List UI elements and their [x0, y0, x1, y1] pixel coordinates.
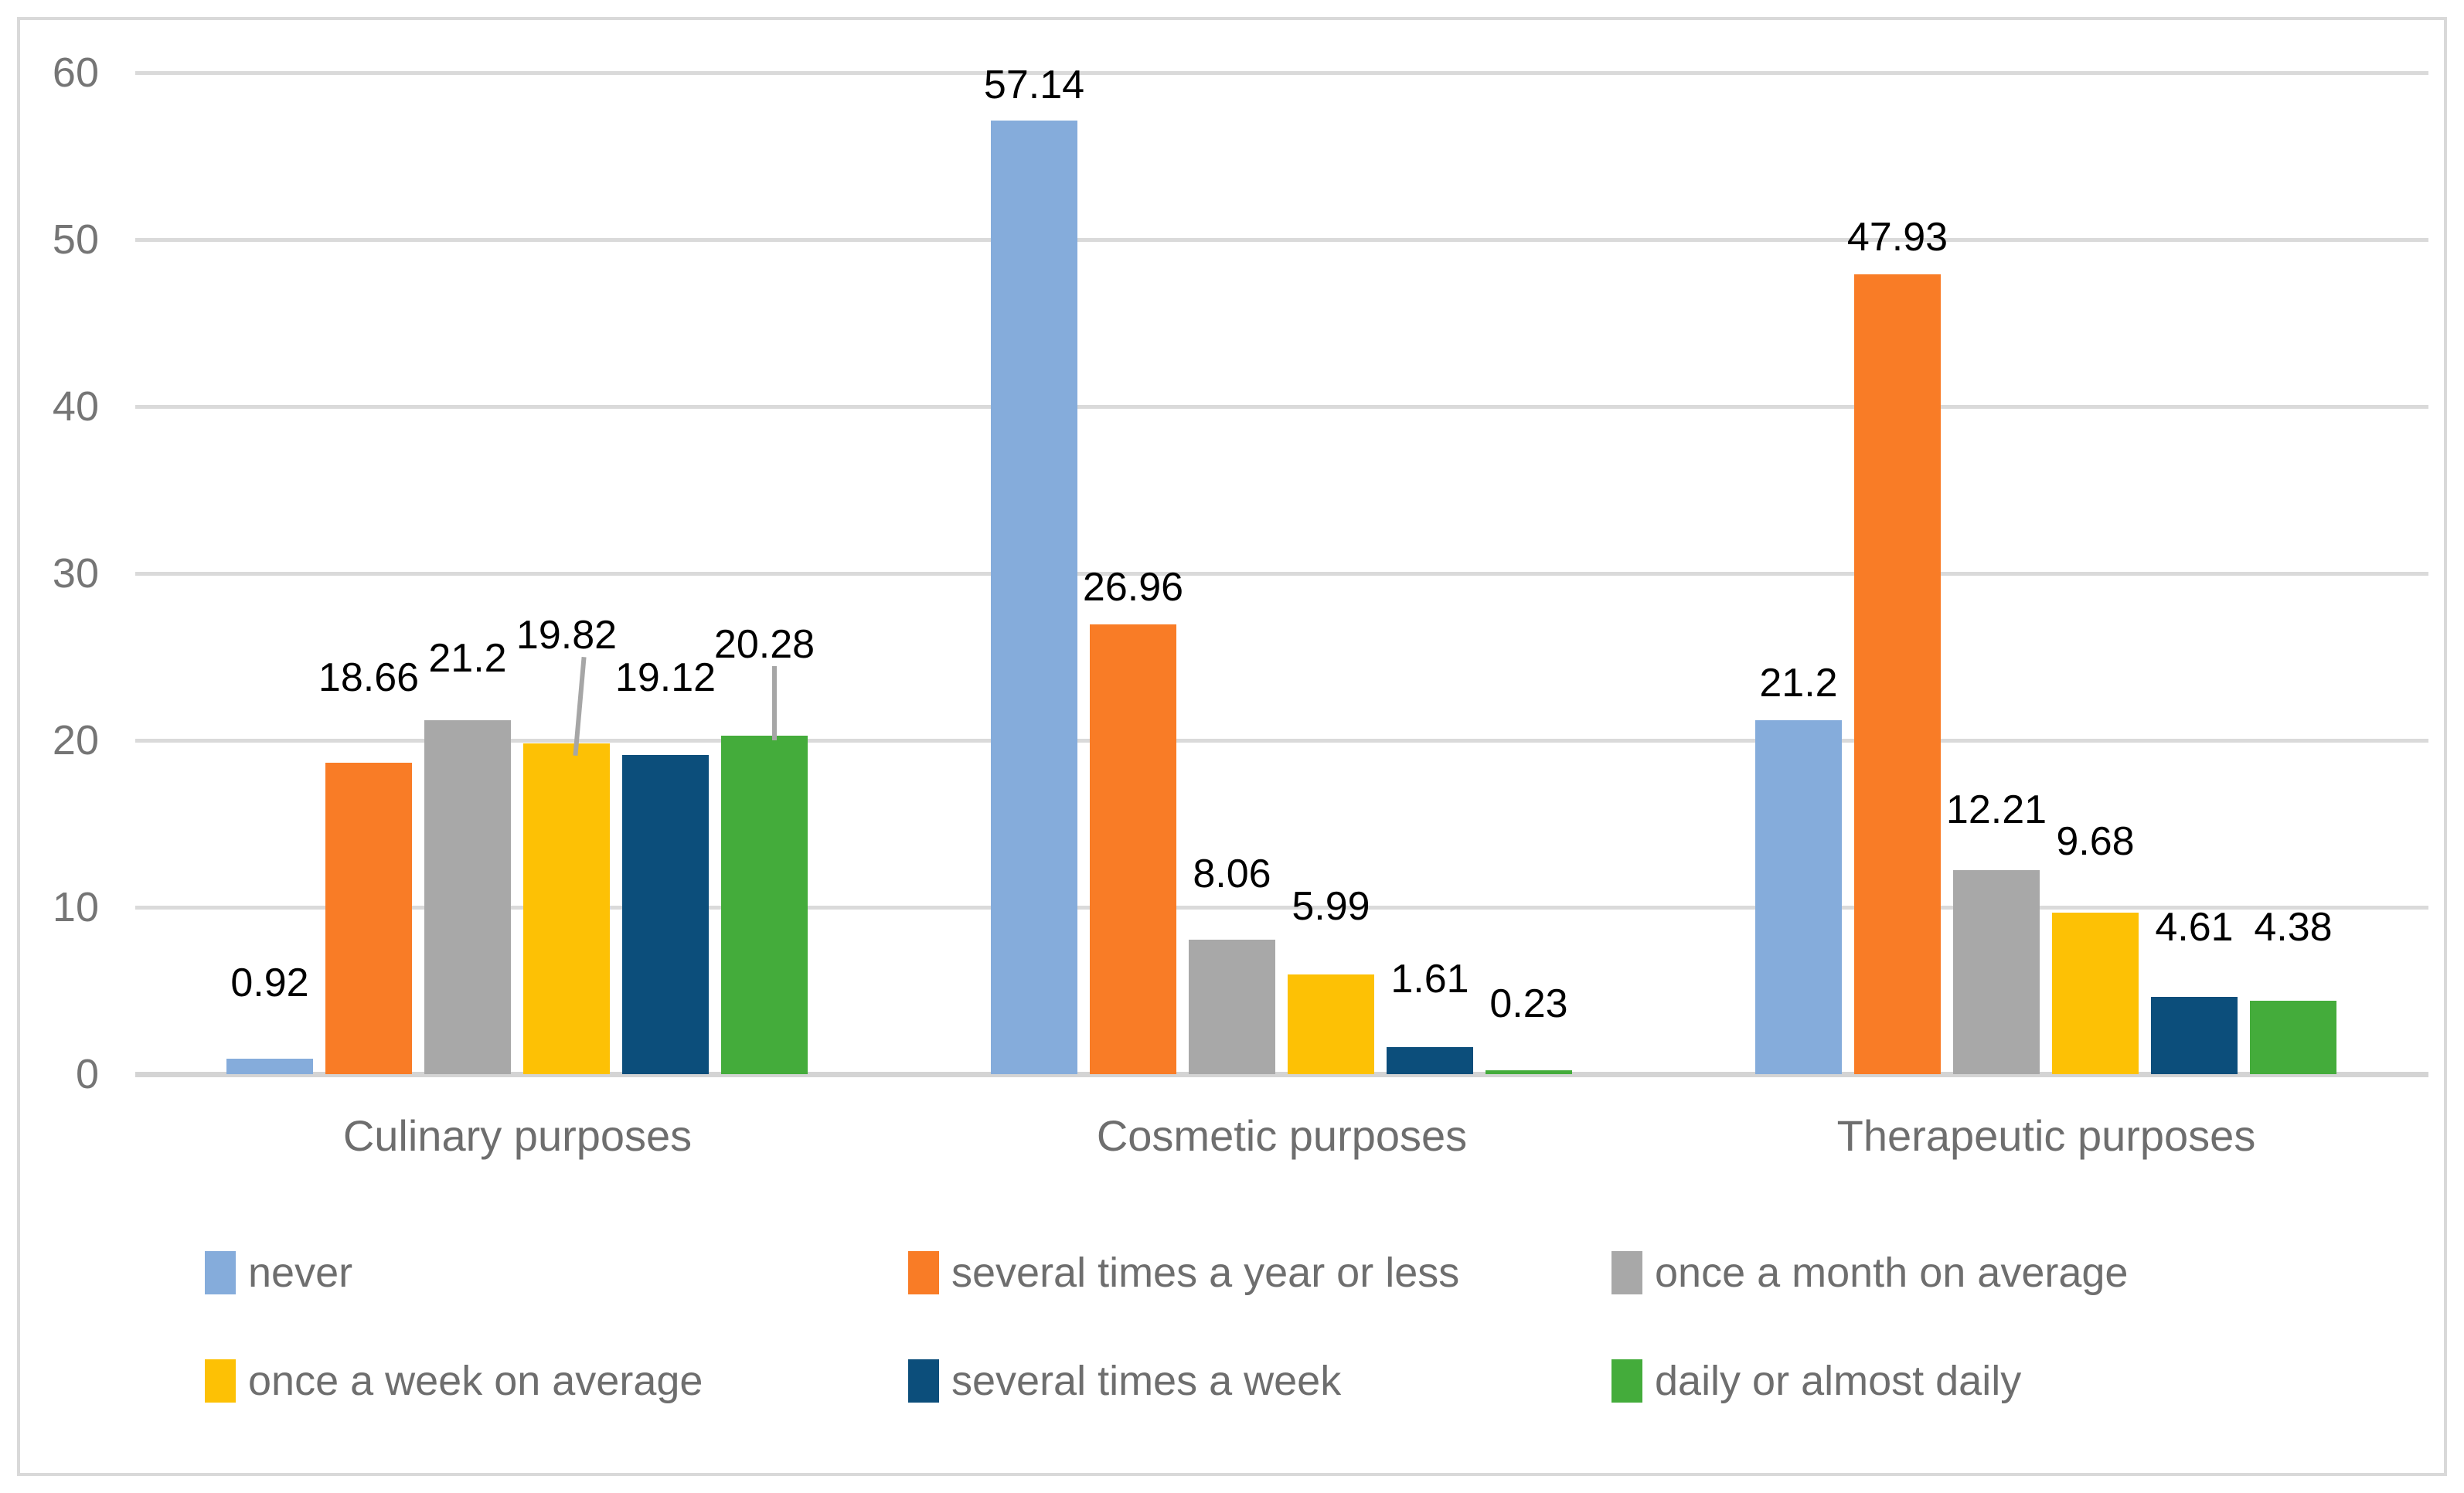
- bar: [991, 120, 1077, 1074]
- bar-data-label: 0.92: [230, 961, 309, 1006]
- bar: [2250, 1001, 2336, 1074]
- x-axis-line: [135, 1072, 2428, 1077]
- bar: [523, 743, 610, 1074]
- gridline: [135, 71, 2428, 75]
- bar-data-label: 4.61: [2155, 905, 2234, 951]
- bar: [226, 1059, 313, 1074]
- y-axis-tick-label: 20: [52, 717, 99, 764]
- y-axis-tick-label: 60: [52, 49, 99, 96]
- legend-swatch: [205, 1251, 236, 1294]
- x-axis-category-label: Therapeutic purposes: [1836, 1111, 2256, 1160]
- bar: [1953, 870, 2040, 1074]
- bar: [325, 762, 412, 1074]
- figure-border: [17, 17, 2447, 1476]
- bar-data-label: 21.2: [428, 636, 507, 682]
- bar-data-label: 8.06: [1193, 851, 1271, 896]
- bar: [1387, 1047, 1473, 1074]
- legend-swatch: [1611, 1251, 1642, 1294]
- gridline: [135, 405, 2428, 409]
- legend-swatch: [1611, 1359, 1642, 1403]
- x-axis-category-label: Culinary purposes: [342, 1111, 693, 1160]
- legend-label: once a week on average: [248, 1358, 703, 1404]
- legend-item: several times a week: [908, 1359, 1341, 1403]
- gridline: [135, 572, 2428, 576]
- bar-data-label: 47.93: [1846, 214, 1948, 260]
- bar: [1189, 939, 1275, 1074]
- bar-data-label: 19.12: [614, 655, 716, 700]
- legend-item: never: [205, 1250, 352, 1295]
- y-axis-tick-label: 0: [75, 1051, 99, 1097]
- bar: [721, 735, 808, 1074]
- bar: [1755, 720, 1842, 1074]
- legend-label: several times a year or less: [951, 1250, 1460, 1296]
- legend-item: once a month on average: [1611, 1250, 2128, 1295]
- bar-data-label: 5.99: [1292, 883, 1370, 929]
- bar: [1288, 974, 1374, 1074]
- y-axis-tick-label: 40: [52, 383, 99, 430]
- legend-label: daily or almost daily: [1655, 1358, 2022, 1404]
- legend-label: once a month on average: [1655, 1250, 2129, 1296]
- gridline: [135, 238, 2428, 242]
- legend-label: never: [248, 1250, 353, 1296]
- bar-data-label: 4.38: [2254, 905, 2333, 951]
- bar: [1854, 274, 1941, 1074]
- bar-data-label: 19.82: [516, 612, 618, 658]
- gridline: [135, 739, 2428, 743]
- label-leader-line: [772, 665, 777, 740]
- x-axis-category-label: Cosmetic purposes: [1096, 1111, 1468, 1160]
- bar: [1090, 624, 1176, 1074]
- bar-data-label: 26.96: [1082, 564, 1184, 610]
- bar: [424, 720, 511, 1074]
- bar-data-label: 57.14: [983, 62, 1085, 107]
- legend-swatch: [908, 1359, 939, 1403]
- bar: [2151, 997, 2238, 1074]
- legend-label: several times a week: [951, 1358, 1342, 1404]
- bar-data-label: 9.68: [2056, 818, 2135, 864]
- bar-data-label: 0.23: [1489, 981, 1568, 1027]
- legend-item: daily or almost daily: [1611, 1359, 2021, 1403]
- bar: [622, 755, 709, 1074]
- gridline: [135, 906, 2428, 910]
- legend-swatch: [908, 1251, 939, 1294]
- bar: [2052, 912, 2139, 1074]
- legend-swatch: [205, 1359, 236, 1403]
- bar-data-label: 18.66: [318, 655, 420, 700]
- y-axis-tick-label: 30: [52, 550, 99, 597]
- y-axis-tick-label: 50: [52, 216, 99, 263]
- bar-data-label: 1.61: [1390, 957, 1469, 1002]
- bar-data-label: 21.2: [1759, 661, 1838, 706]
- bar-data-label: 20.28: [713, 621, 815, 667]
- bar: [1486, 1070, 1572, 1074]
- y-axis-tick-label: 10: [52, 884, 99, 930]
- bar-data-label: 12.21: [1945, 787, 2047, 833]
- legend-item: once a week on average: [205, 1359, 703, 1403]
- legend-item: several times a year or less: [908, 1250, 1459, 1295]
